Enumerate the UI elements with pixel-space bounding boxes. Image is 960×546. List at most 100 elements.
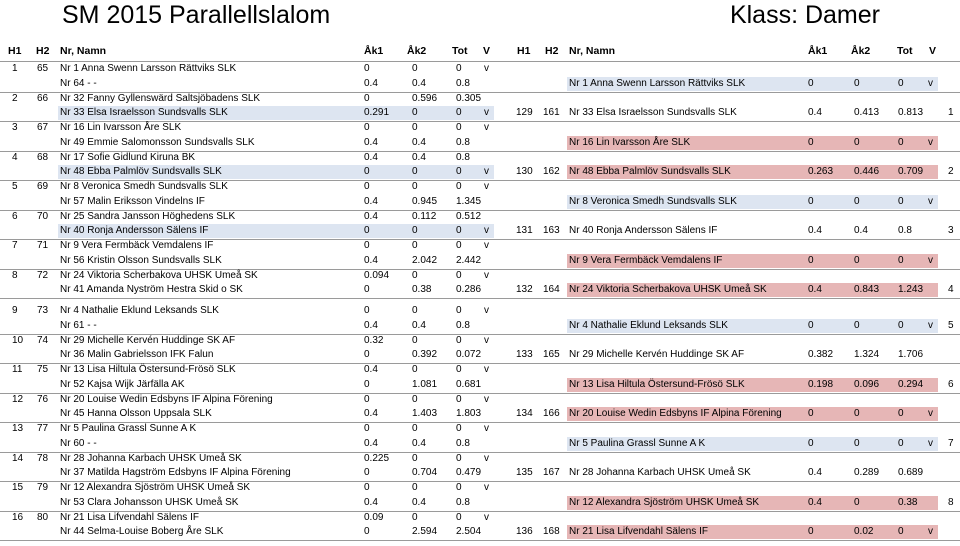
heat-h1: 10 <box>12 334 24 346</box>
row-divider <box>0 150 960 152</box>
run1-time: 0.291 <box>360 106 408 121</box>
row-divider <box>0 268 960 270</box>
run1-time: 0.094 <box>364 269 390 281</box>
table-row: Nr 41 Amanda Nyström Hestra Skid o SK 0 0.… <box>0 283 960 297</box>
table-row: Nr 45 Hanna Olsson Uppsala SLK 0.4 1.403 1.… <box>0 407 960 421</box>
total-time: 0 <box>452 224 484 239</box>
run1-time: 0 <box>360 224 408 239</box>
run1-time: 0.4 <box>808 467 822 479</box>
table-row: Nr 13 Lisa Hiltula Östersund-Frösö SLK 0.… <box>0 377 960 392</box>
run1-time: 0.32 <box>364 334 384 346</box>
heat-h1: 130 <box>516 166 533 178</box>
winner-mark <box>928 224 938 238</box>
winner-mark: v <box>484 452 489 464</box>
run1-time: 0.09 <box>364 511 384 523</box>
run2-time: 2.042 <box>412 254 438 266</box>
run2-time: 0 <box>408 106 452 121</box>
racer-name: Nr 48 Ebba Palmlöv Sundsvalls SLK <box>567 165 804 180</box>
table-row: Nr 49 Emmie Salomonsson Sundsvalls SLK 0.… <box>0 136 960 150</box>
run1-time: 0 <box>804 135 850 150</box>
heat-h2: 166 <box>543 408 560 420</box>
total-time: 2.442 <box>456 254 482 266</box>
winner-mark: v <box>484 181 489 192</box>
run1-time: 0 <box>804 76 850 91</box>
total-time: 0.286 <box>456 284 482 296</box>
run1-time: 0 <box>364 122 370 133</box>
row-divider <box>0 180 960 182</box>
run1-time: 0.4 <box>364 319 378 331</box>
racer-name: Nr 48 Ebba Palmlöv Sundsvalls SLK <box>58 165 360 180</box>
run2-time: 0 <box>412 393 418 405</box>
racer-name: Nr 45 Hanna Olsson Uppsala SLK <box>60 408 212 420</box>
run2-time: 0 <box>412 482 418 493</box>
winner-mark <box>484 151 494 165</box>
winner-mark: v <box>928 436 938 451</box>
racer-name: Nr 64 - - <box>60 77 97 89</box>
run2-time: 0.4 <box>412 77 426 89</box>
run1-time: 0 <box>364 181 370 192</box>
racer-name: Nr 24 Viktoria Scherbakova UHSK Umeå SK <box>567 283 804 298</box>
table-row: Nr 36 Malin Gabrielsson IFK Falun 0 0.392 0… <box>0 348 960 362</box>
run1-time: 0 <box>804 436 850 451</box>
run2-time: 0 <box>412 63 418 74</box>
racer-name: Nr 29 Michelle Kervén Huddinge SK AF <box>60 334 236 346</box>
total-time: 0.681 <box>456 378 482 390</box>
row-divider <box>0 422 960 424</box>
total-time: 0.8 <box>456 151 470 163</box>
heat-h2: 67 <box>37 122 49 133</box>
page-title: SM 2015 Parallellslalom <box>62 1 331 29</box>
winner-mark: v <box>928 525 938 540</box>
run2-time: 0.289 <box>854 467 880 479</box>
heat-h1: 136 <box>516 526 533 538</box>
table-row: Nr 40 Ronja Andersson Sälens IF 0 0 0 v <box>0 224 960 239</box>
heat-h2: 77 <box>37 423 49 434</box>
total-time: 0 <box>456 181 462 192</box>
table-row: Nr 64 - - 0.4 0.4 0.8 <box>0 77 960 91</box>
table-row: 131 163 Nr 40 Ronja Andersson Sälens IF 0.4… <box>0 224 960 238</box>
total-time: 0 <box>456 511 462 523</box>
run2-time: 0.4 <box>854 225 868 237</box>
racer-name: Nr 33 Elsa Israelsson Sundsvalls SLK <box>569 107 737 119</box>
table-row: 9 73 Nr 4 Nathalie Eklund Leksands SLK 0 0 0 v <box>0 304 960 318</box>
table-row: Nr 44 Selma-Louise Boberg Åre SLK 0 2.594 2… <box>0 525 960 539</box>
run2-time: 0 <box>850 194 894 209</box>
heat-h1: 11 <box>12 364 23 375</box>
total-time: 0 <box>894 194 928 209</box>
winner-mark: v <box>484 240 489 251</box>
winner-mark <box>928 106 938 120</box>
winner-mark: v <box>928 253 938 268</box>
table-row: Nr 9 Vera Fermbäck Vemdalens IF 0 0 0 v <box>0 253 960 268</box>
winner-mark <box>928 283 938 298</box>
run2-time: 0 <box>850 135 894 150</box>
table-row: 129 161 Nr 33 Elsa Israelsson Sundsvalls S… <box>0 106 960 120</box>
run2-time: 0 <box>412 452 418 464</box>
winner-mark: v <box>484 63 489 74</box>
winner-mark: v <box>484 305 489 316</box>
run1-time: 0 <box>364 393 370 405</box>
heat-h2: 79 <box>37 482 49 493</box>
heat-h2: 70 <box>37 210 49 222</box>
total-time: 0 <box>894 525 928 540</box>
table-row: 132 164 Nr 24 Viktoria Scherbakova UHSK Um… <box>0 283 960 298</box>
heat-h1: 5 <box>12 181 18 192</box>
row-divider <box>0 239 960 241</box>
heat-h2: 73 <box>37 305 49 316</box>
racer-name: Nr 60 - - <box>60 437 97 449</box>
run1-time: 0.4 <box>364 195 378 207</box>
table-row: 10 74 Nr 29 Michelle Kervén Huddinge SK AF… <box>0 334 960 348</box>
header-h1-right: H1 <box>517 45 531 57</box>
run1-time: 0 <box>364 349 370 361</box>
heat-h1: 129 <box>516 107 533 119</box>
run2-time: 0 <box>850 318 894 333</box>
racer-name: Nr 24 Viktoria Scherbakova UHSK Umeå SK <box>60 269 258 281</box>
table-row: 136 168 Nr 21 Lisa Lifvendahl Sälens IF 0 0.… <box>0 525 960 540</box>
run2-time: 0 <box>850 407 894 422</box>
final-place: 6 <box>948 378 954 390</box>
table-row: 6 70 Nr 25 Sandra Jansson Höghedens SLK 0.4… <box>0 210 960 224</box>
run1-time: 0 <box>804 318 850 333</box>
table-row: 133 165 Nr 29 Michelle Kervén Huddinge SK … <box>0 348 960 362</box>
heat-h1: 132 <box>516 284 533 296</box>
run1-time: 0.4 <box>808 225 822 237</box>
run2-time: 0 <box>412 334 418 346</box>
total-time: 0 <box>894 76 928 91</box>
